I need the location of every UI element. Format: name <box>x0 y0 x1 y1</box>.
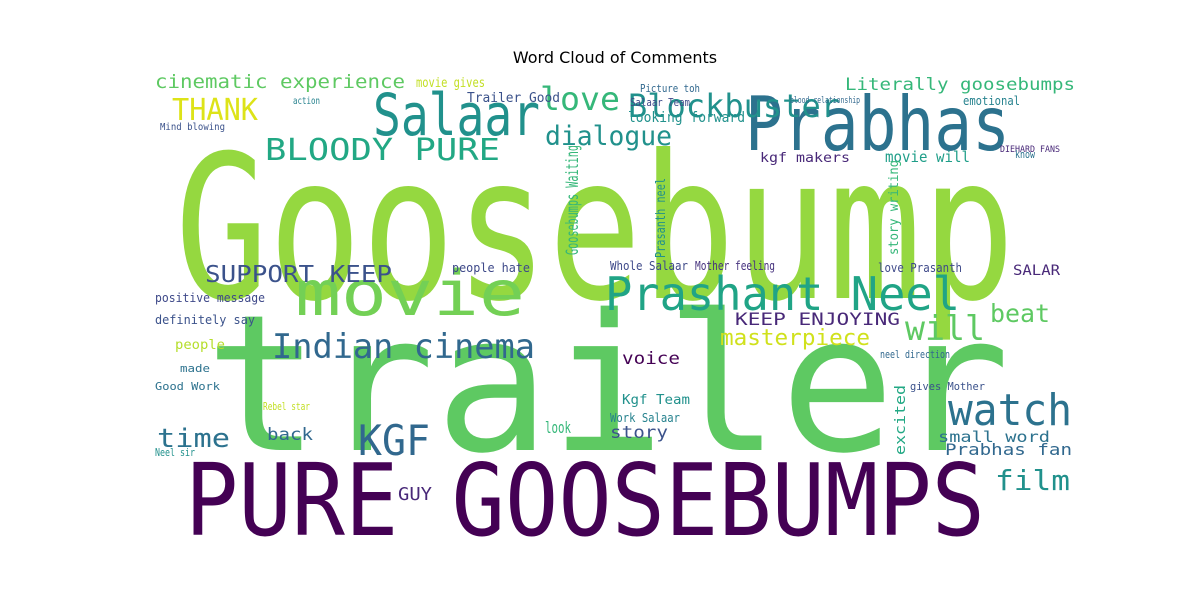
word: Prabhas <box>745 80 1010 168</box>
word: story <box>610 423 668 443</box>
word: blood relationship <box>790 96 860 106</box>
word: Picture toh <box>640 82 700 95</box>
word: definitely say <box>155 313 255 327</box>
word: Mother feeling <box>695 259 775 273</box>
word: Goosebumps Waiting <box>563 145 583 255</box>
word: time <box>157 424 230 454</box>
word: trailer <box>205 274 1010 495</box>
word: positive message <box>155 291 265 305</box>
word: love Prasanth <box>878 261 962 275</box>
word: KGF <box>358 416 430 465</box>
word: movie <box>295 257 525 330</box>
word: cinematic experience <box>155 71 405 93</box>
word: kgf makers <box>760 151 850 166</box>
chart-title: Word Cloud of Comments <box>513 48 717 67</box>
word: Rebel star <box>263 400 310 413</box>
word: story writing <box>887 160 902 255</box>
word: BLOODY PURE <box>265 133 500 168</box>
word: excited <box>893 385 909 455</box>
word: Kgf Team <box>622 393 690 408</box>
word: GUY <box>398 484 432 505</box>
word: Mind blowing <box>160 122 225 133</box>
word: people <box>175 338 225 353</box>
word: watch <box>948 385 1072 436</box>
word: SALAR <box>1013 263 1061 279</box>
word: Salaar Team <box>630 96 690 109</box>
word: small word <box>938 428 1050 446</box>
word: movie will <box>885 148 970 166</box>
word: Prashant Neel <box>605 267 960 321</box>
word: Prabhas fan <box>945 440 1072 459</box>
word: action <box>293 96 320 107</box>
word: SUPPORT KEEP <box>205 262 392 288</box>
word: Blockbuster <box>628 87 840 125</box>
word: film <box>995 464 1070 497</box>
word: looking forward <box>628 110 745 126</box>
word: Goosebump <box>175 113 1015 346</box>
word: love <box>540 80 620 118</box>
word: Salaar <box>373 81 540 149</box>
word: back <box>267 425 313 445</box>
word: neel direction <box>880 348 950 361</box>
word: Work Salaar <box>610 411 680 425</box>
word: masterpiece <box>720 326 870 351</box>
word: Good Work <box>155 380 220 393</box>
word: people hate <box>452 261 530 275</box>
word: voice <box>622 349 680 369</box>
word: know <box>1015 148 1035 161</box>
word: movie gives <box>416 76 485 91</box>
word: beat <box>990 299 1050 328</box>
word: Literally goosebumps <box>845 75 1075 95</box>
word: gives Mother <box>910 380 985 393</box>
word: emotional <box>963 94 1020 108</box>
word: Indian cinema <box>272 327 535 367</box>
word: Prasanth neel <box>654 178 669 258</box>
word: THANK <box>172 93 258 128</box>
word: look <box>545 418 571 437</box>
word: PURE GOOSEBUMPS <box>185 442 985 559</box>
word: Neel sir <box>155 446 195 459</box>
word: made <box>180 362 210 375</box>
word: will <box>905 309 985 349</box>
word: KEEP ENJOYING <box>735 310 900 330</box>
word: DIEHARD FANS <box>1000 145 1060 155</box>
word: dialogue <box>545 121 672 152</box>
word: Whole Salaar <box>610 259 688 273</box>
word: Trailer Good <box>467 91 560 106</box>
